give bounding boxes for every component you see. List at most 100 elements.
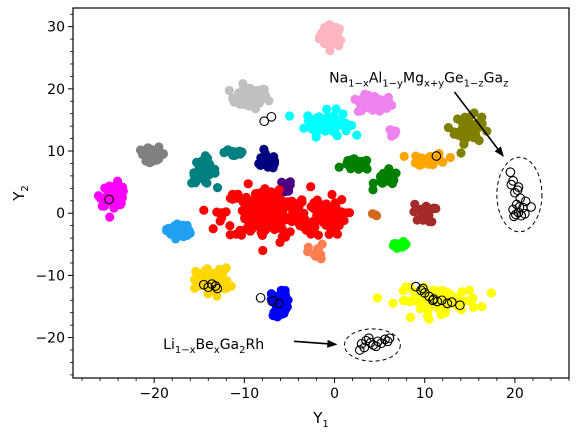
data-point bbox=[400, 295, 410, 306]
data-point bbox=[350, 94, 360, 104]
data-point bbox=[464, 285, 474, 295]
data-point bbox=[456, 148, 466, 158]
data-point bbox=[306, 229, 316, 239]
data-point bbox=[294, 201, 304, 211]
data-point bbox=[285, 111, 295, 121]
highlighted-point bbox=[514, 202, 525, 212]
data-point bbox=[236, 230, 246, 240]
data-point bbox=[233, 93, 243, 104]
highlighted-point bbox=[354, 345, 365, 355]
data-point bbox=[240, 214, 250, 224]
data-point bbox=[215, 216, 225, 226]
data-point bbox=[111, 181, 121, 191]
data-point bbox=[250, 208, 260, 219]
highlighted-point bbox=[104, 194, 114, 205]
data-point bbox=[208, 224, 218, 234]
highlighted-point bbox=[212, 283, 223, 294]
annotation-label: Li1−xBexGa2Rh bbox=[163, 337, 264, 356]
data-point bbox=[336, 207, 346, 217]
data-point bbox=[372, 293, 382, 303]
highlighted-point bbox=[380, 334, 390, 345]
highlighted-point bbox=[273, 298, 284, 309]
data-point bbox=[311, 132, 321, 142]
axes-layer: −20 −10 0 10 20 −20 −10 0 10 20 30 bbox=[35, 13, 570, 402]
highlighted-point bbox=[509, 211, 519, 222]
highlight-regions-layer bbox=[343, 156, 543, 362]
data-point bbox=[356, 106, 366, 116]
highlighted-point bbox=[431, 151, 442, 161]
data-point bbox=[257, 224, 267, 234]
dashed-region-ellipse bbox=[343, 328, 401, 362]
data-point bbox=[388, 298, 398, 308]
data-point bbox=[245, 226, 255, 236]
data-point bbox=[330, 127, 340, 137]
highlighted-point bbox=[510, 187, 520, 198]
data-point bbox=[336, 116, 346, 126]
data-point bbox=[386, 125, 396, 135]
data-point bbox=[399, 151, 409, 161]
data-point bbox=[313, 230, 323, 240]
data-point bbox=[312, 117, 322, 127]
data-point bbox=[283, 295, 293, 305]
data-point bbox=[103, 186, 113, 196]
annotation-label: Na1−xAl1−yMgx+yGe1−zGaz bbox=[329, 71, 508, 90]
data-point bbox=[352, 130, 362, 140]
x-tick-label: 10 bbox=[416, 386, 434, 402]
data-point bbox=[171, 234, 181, 244]
data-point bbox=[460, 134, 470, 144]
highlighted-point bbox=[384, 333, 395, 344]
data-point bbox=[405, 312, 416, 322]
data-point bbox=[475, 118, 485, 128]
data-point bbox=[277, 232, 287, 242]
highlighted-point bbox=[371, 341, 381, 352]
data-point bbox=[179, 222, 189, 232]
data-point bbox=[105, 212, 115, 222]
data-point bbox=[477, 302, 487, 312]
data-point bbox=[337, 195, 347, 205]
data-point bbox=[316, 201, 326, 211]
data-point bbox=[232, 147, 242, 157]
data-point bbox=[268, 220, 278, 230]
highlighted-point bbox=[266, 111, 277, 122]
data-point bbox=[260, 149, 270, 159]
data-point bbox=[224, 85, 234, 96]
data-point bbox=[459, 296, 469, 306]
data-point bbox=[354, 164, 364, 174]
data-point bbox=[362, 155, 372, 165]
data-point bbox=[154, 154, 164, 164]
data-point bbox=[334, 220, 344, 231]
annotations-layer: Na1−xAl1−yMgx+yGe1−zGaz Li1−xBexGa2Rh bbox=[163, 71, 508, 356]
data-point bbox=[423, 305, 433, 315]
highlighted-point bbox=[446, 297, 457, 307]
data-point bbox=[466, 295, 477, 306]
data-point bbox=[237, 206, 247, 216]
data-point bbox=[334, 162, 344, 172]
data-point bbox=[268, 310, 278, 321]
data-points-layer bbox=[93, 20, 496, 324]
plot-frame bbox=[72, 7, 570, 379]
data-point bbox=[319, 22, 330, 33]
data-point bbox=[189, 170, 199, 180]
x-tick-label: −20 bbox=[139, 386, 169, 402]
data-point bbox=[470, 125, 480, 136]
data-point bbox=[324, 229, 334, 239]
highlighted-point bbox=[442, 298, 453, 309]
data-point bbox=[269, 197, 279, 207]
y-tick-label: −10 bbox=[35, 268, 65, 284]
data-point bbox=[415, 304, 425, 314]
data-point bbox=[384, 176, 394, 186]
data-point bbox=[368, 185, 378, 195]
highlighted-point bbox=[418, 283, 428, 294]
data-point bbox=[299, 123, 309, 133]
highlighted-point bbox=[268, 296, 279, 306]
y-axis-label: Y2 bbox=[10, 185, 31, 202]
annotation-arrow bbox=[293, 339, 338, 348]
data-point bbox=[449, 127, 460, 137]
data-point bbox=[260, 184, 270, 194]
data-point bbox=[214, 271, 224, 281]
data-point bbox=[322, 104, 332, 114]
data-point bbox=[445, 152, 455, 163]
highlighted-point bbox=[363, 333, 374, 344]
data-point bbox=[199, 272, 209, 282]
data-point bbox=[251, 100, 262, 110]
